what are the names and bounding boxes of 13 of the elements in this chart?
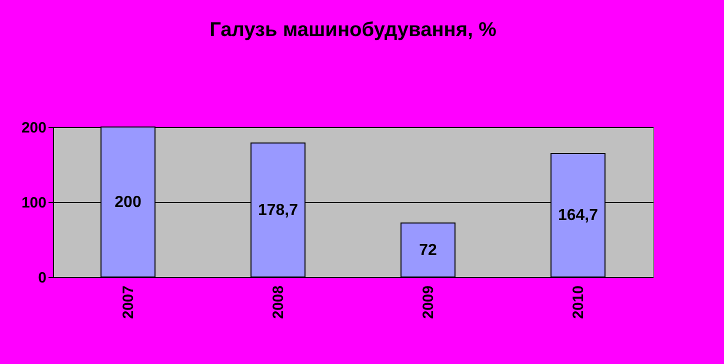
y-tick-label: 0 xyxy=(38,270,46,286)
x-tick-label: 2009 xyxy=(420,286,437,319)
data-label: 178,7 xyxy=(258,202,298,219)
chart-title: Галузь машинобудування, % xyxy=(210,19,497,41)
x-tick-label: 2007 xyxy=(120,286,137,319)
y-tick-label: 100 xyxy=(21,194,46,212)
x-tick-label: 2010 xyxy=(570,286,587,319)
bar xyxy=(400,222,456,278)
y-tick-label: 200 xyxy=(21,120,46,136)
data-label: 164,7 xyxy=(558,207,598,224)
x-tick-label: 2008 xyxy=(270,286,287,319)
data-label: 72 xyxy=(419,242,437,259)
data-label: 200 xyxy=(114,194,142,211)
